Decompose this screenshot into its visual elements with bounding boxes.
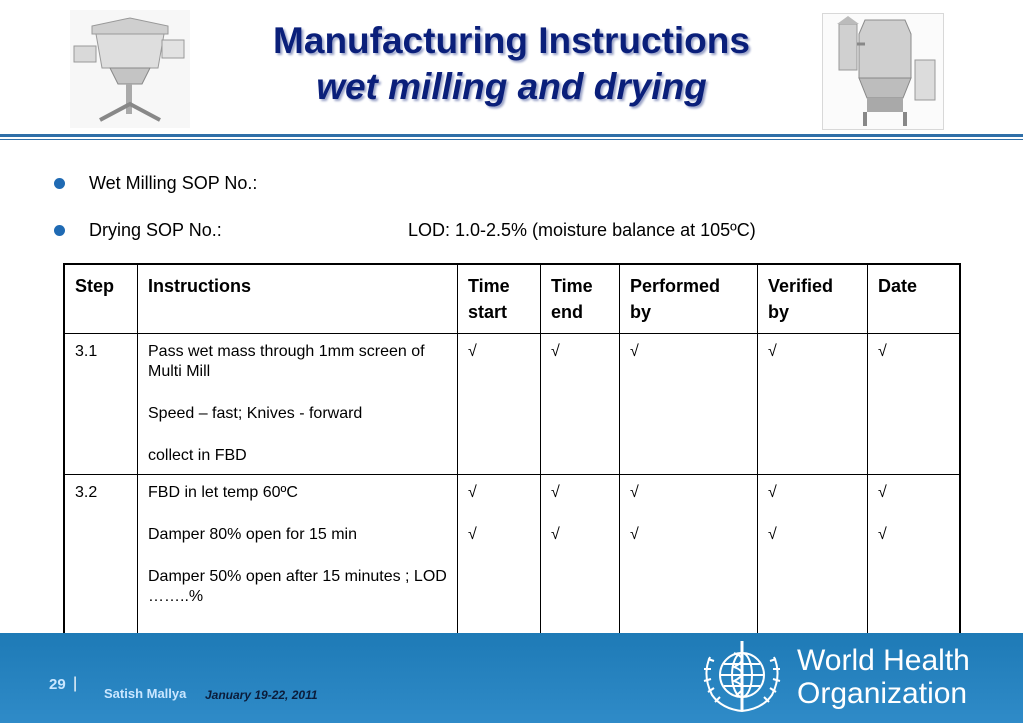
drying-sop-label: Drying SOP No.: — [89, 220, 222, 240]
date-checks: √ √ — [867, 474, 961, 635]
table-row: 3.1 Pass wet mass through 1mm screen of … — [63, 333, 961, 475]
wet-milling-sop-label: Wet Milling SOP No.: — [89, 173, 258, 193]
instructions-table: Step Instructions Time start Time end Perf… — [63, 263, 961, 636]
title-subtitle: wet milling and drying — [316, 66, 707, 107]
header-date: Date — [867, 263, 961, 334]
time-end-check: √ — [540, 333, 620, 475]
time-start-check: √ — [457, 333, 541, 475]
instructions-cell: FBD in let temp 60ºC Damper 80% open for… — [137, 474, 458, 635]
who-text-line2: Organization — [797, 677, 968, 710]
header-performed-by: Performed by — [619, 263, 758, 334]
author-name: Satish Mallya — [104, 686, 187, 701]
slide-title: Manufacturing Instructions wet milling a… — [0, 18, 1023, 110]
header-step: Step — [63, 263, 138, 334]
footer-bar: 29 | Satish Mallya January 19-22, 2011 — [0, 633, 1023, 723]
who-emblem-icon — [694, 637, 790, 717]
verified-by-checks: √ √ — [757, 474, 868, 635]
header-instructions: Instructions — [137, 263, 458, 334]
who-wordmark: World Health Organization — [797, 644, 970, 710]
title-main: Manufacturing Instructions — [273, 20, 750, 61]
bullet-wet-milling: Wet Milling SOP No.: — [54, 172, 257, 194]
who-text-line1: World Health — [797, 644, 970, 677]
bullet-dot-icon — [54, 177, 65, 189]
header-time-start: Time start — [457, 263, 541, 334]
time-end-checks: √ √ — [540, 474, 620, 635]
table-header-row: Step Instructions Time start Time end Perf… — [63, 263, 961, 334]
header-rule — [0, 134, 1023, 137]
presentation-date: January 19-22, 2011 — [205, 688, 318, 702]
performed-by-checks: √ √ — [619, 474, 758, 635]
time-start-checks: √ √ — [457, 474, 541, 635]
step-cell: 3.1 — [63, 333, 138, 475]
page-number: 29 — [49, 676, 66, 693]
header-rule-thin — [0, 139, 1023, 140]
step-cell: 3.2 — [63, 474, 138, 635]
lod-spec: LOD: 1.0-2.5% (moisture balance at 105ºC… — [408, 220, 756, 240]
performed-by-check: √ — [619, 333, 758, 475]
verified-by-check: √ — [757, 333, 868, 475]
header-time-end: Time end — [540, 263, 620, 334]
page-separator: | — [73, 675, 78, 692]
fluid-bed-dryer-photo — [822, 13, 944, 130]
date-check: √ — [867, 333, 961, 475]
multi-mill-photo — [70, 10, 190, 128]
instructions-cell: Pass wet mass through 1mm screen of Mult… — [137, 333, 458, 475]
bullet-drying: Drying SOP No.: LOD: 1.0-2.5% (moisture … — [54, 219, 756, 241]
bullet-dot-icon — [54, 224, 65, 236]
table-row: 3.2 FBD in let temp 60ºC Damper 80% open… — [63, 474, 961, 635]
header-verified-by: Verified by — [757, 263, 868, 334]
